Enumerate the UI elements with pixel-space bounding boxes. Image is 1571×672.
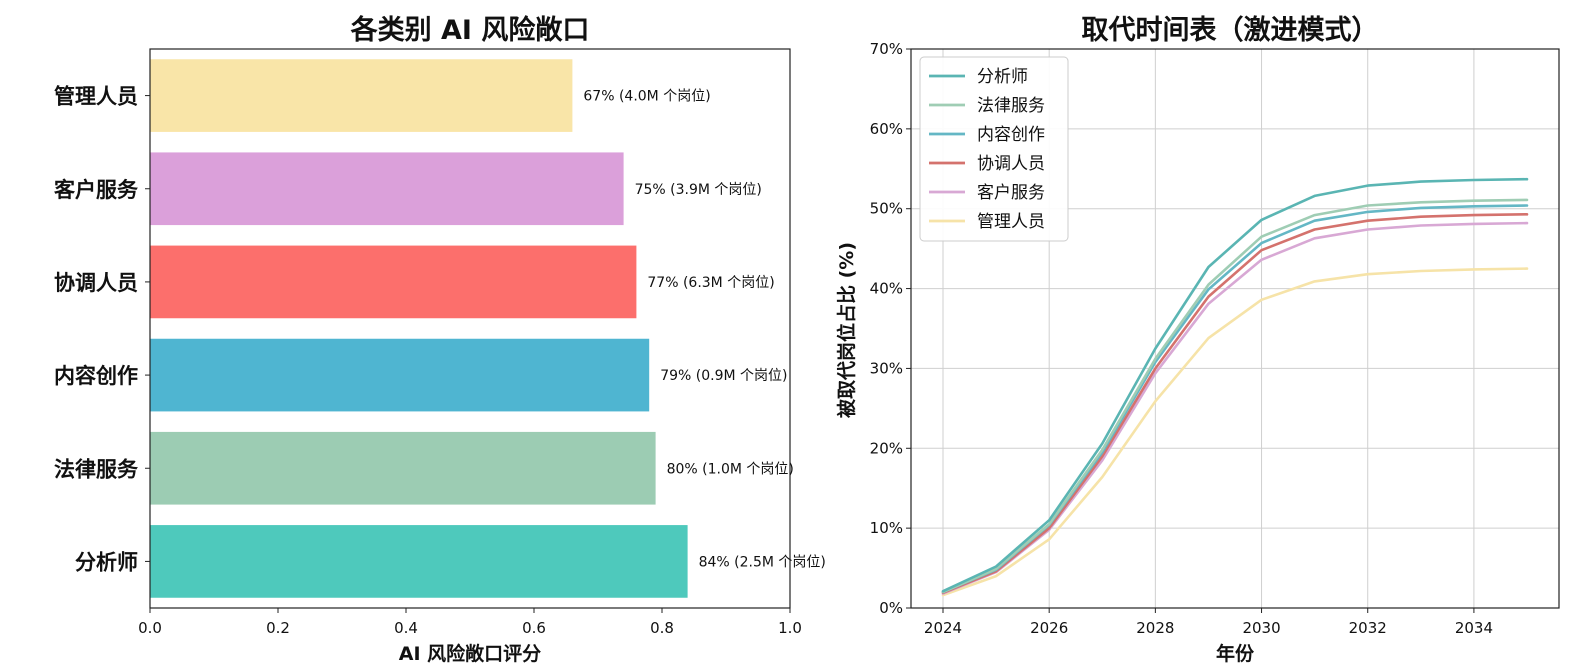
x-tick-label: 0.6 — [522, 619, 546, 637]
category-tick-label: 协调人员 — [54, 271, 138, 295]
bar-chart-xlabel: AI 风险敞口评分 — [399, 642, 541, 665]
bar-chart-title: 各类别 AI 风险敞口 — [350, 14, 590, 46]
bar-value-label: 67% (4.0M 个岗位) — [583, 89, 710, 105]
y-tick-label: 70% — [870, 40, 903, 58]
legend-label: 内容创作 — [977, 125, 1045, 145]
y-tick-label: 20% — [870, 439, 903, 457]
x-tick-label: 2028 — [1136, 619, 1174, 637]
legend-label: 协调人员 — [977, 154, 1045, 174]
bar-6 — [150, 525, 688, 598]
series-line — [941, 177, 1529, 593]
bar-value-label: 84% (2.5M 个岗位) — [699, 554, 826, 570]
y-tick-label: 40% — [870, 280, 903, 298]
category-tick-label: 管理人员 — [54, 85, 138, 109]
bar-chart-frame — [149, 48, 791, 609]
line-chart-title: 取代时间表（激进模式） — [1082, 14, 1379, 46]
bar-4 — [150, 338, 650, 412]
legend-label: 客户服务 — [977, 183, 1045, 203]
legend-label: 分析师 — [977, 67, 1028, 87]
category-tick-label: 客户服务 — [54, 178, 139, 202]
x-tick-label: 1.0 — [778, 619, 802, 637]
bar-1 — [150, 59, 573, 132]
category-tick-label: 内容创作 — [54, 364, 138, 388]
bar-2 — [150, 152, 624, 226]
timeline-line-chart: 取代时间表（激进模式） 2024 2026 2028 2030 2032 2034 0% 10… — [835, 14, 1560, 665]
y-tick-label: 60% — [870, 120, 903, 138]
line-chart-xlabel: 年份 — [1216, 642, 1255, 665]
line-chart-ylabel: 被取代岗位占比 (%) — [835, 242, 858, 418]
x-tick-label: 0.0 — [138, 619, 162, 637]
series-line — [941, 204, 1529, 594]
legend-label: 法律服务 — [977, 96, 1045, 116]
bar-value-label: 79% (0.9M 个岗位) — [660, 368, 787, 384]
x-tick-label: 2032 — [1349, 619, 1387, 637]
legend-label: 管理人员 — [977, 212, 1045, 232]
series-line — [941, 198, 1529, 594]
legend-box — [919, 56, 1069, 242]
bar-value-label: 80% (1.0M 个岗位) — [667, 461, 794, 477]
x-tick-label: 2030 — [1242, 619, 1280, 637]
line-chart-frame — [910, 48, 1560, 609]
y-tick-label: 0% — [879, 599, 903, 617]
y-tick-label: 50% — [870, 200, 903, 218]
x-tick-label: 0.4 — [394, 619, 418, 637]
series-line — [941, 213, 1529, 595]
y-tick-label: 10% — [870, 519, 903, 537]
bar-5 — [150, 431, 656, 505]
bar-value-label: 75% (3.9M 个岗位) — [635, 182, 762, 198]
x-tick-label: 0.2 — [266, 619, 290, 637]
category-tick-label: 法律服务 — [54, 457, 139, 481]
x-tick-label: 0.8 — [650, 619, 674, 637]
bar-3 — [150, 245, 637, 319]
x-tick-label: 2034 — [1455, 619, 1493, 637]
bar-value-label: 77% (6.3M 个岗位) — [647, 275, 774, 291]
series-line — [941, 267, 1529, 597]
x-tick-label: 2024 — [924, 619, 962, 637]
exposure-bar-chart: 各类别 AI 风险敞口 67% (4.0M 个岗位) 管理人员 75% (3.9M … — [54, 14, 826, 665]
category-tick-label: 分析师 — [75, 550, 138, 574]
y-tick-label: 30% — [870, 359, 903, 377]
x-tick-label: 2026 — [1030, 619, 1068, 637]
